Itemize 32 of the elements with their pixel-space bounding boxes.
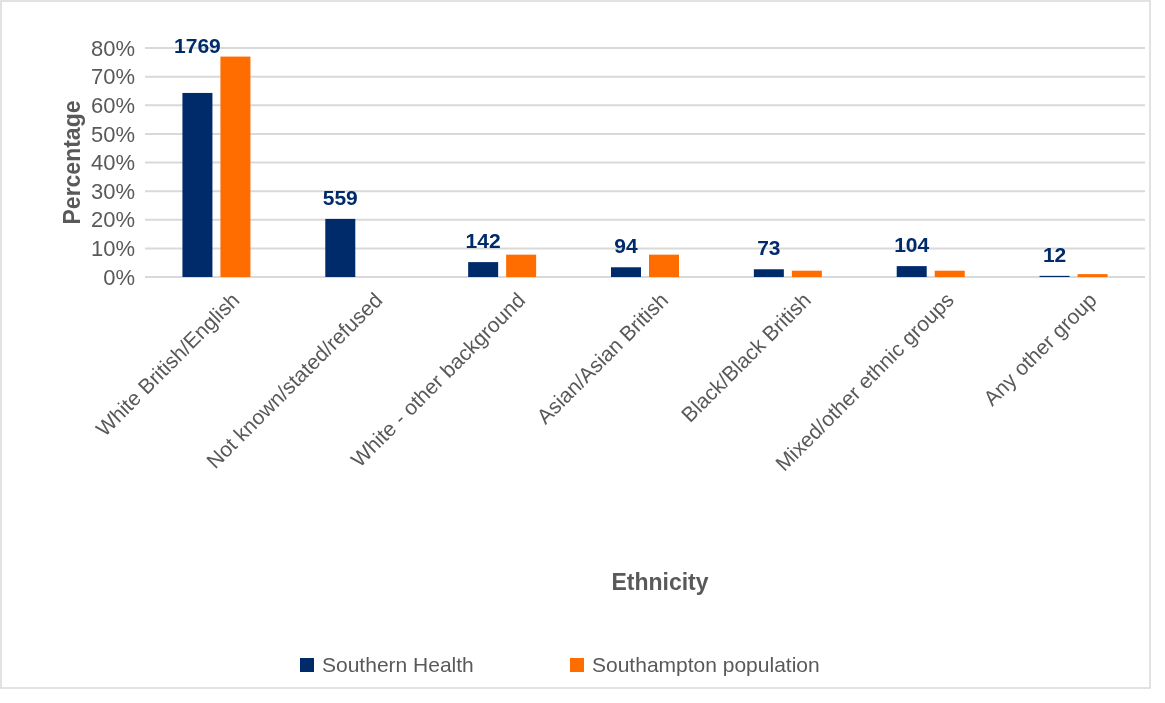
y-tick-label: 60% xyxy=(90,92,135,118)
bar xyxy=(1077,274,1108,277)
annotation: 73 xyxy=(757,236,781,260)
y-tick-label: 80% xyxy=(90,35,135,61)
y-tick-label: 0% xyxy=(103,264,135,290)
y-tick-label: 40% xyxy=(90,150,135,176)
bar xyxy=(325,218,356,277)
annotation: 1769 xyxy=(174,33,221,57)
bar xyxy=(182,92,213,277)
x-axis-title: Ethnicity xyxy=(611,569,709,595)
bar xyxy=(791,270,822,277)
bar xyxy=(934,270,965,277)
bar xyxy=(753,269,784,277)
y-tick-label: 10% xyxy=(90,236,135,262)
bar xyxy=(896,266,927,277)
y-tick-label: 50% xyxy=(90,121,135,147)
bar xyxy=(649,254,679,277)
y-axis-title: Percentage xyxy=(59,100,85,225)
legend-label: Southern Health xyxy=(322,653,474,677)
annotation: 104 xyxy=(894,233,930,257)
bar xyxy=(468,262,499,277)
annotation: 12 xyxy=(1042,242,1067,266)
y-tick-label: 70% xyxy=(90,64,135,90)
bar xyxy=(506,254,537,277)
y-tick-label: 30% xyxy=(90,178,135,204)
annotation: 559 xyxy=(322,185,358,209)
legend-label: Southampton population xyxy=(592,653,820,677)
bar xyxy=(611,267,641,277)
annotation: 94 xyxy=(614,234,638,258)
annotation: 142 xyxy=(465,229,501,253)
y-tick-label: 20% xyxy=(90,207,135,233)
bar xyxy=(220,56,251,277)
